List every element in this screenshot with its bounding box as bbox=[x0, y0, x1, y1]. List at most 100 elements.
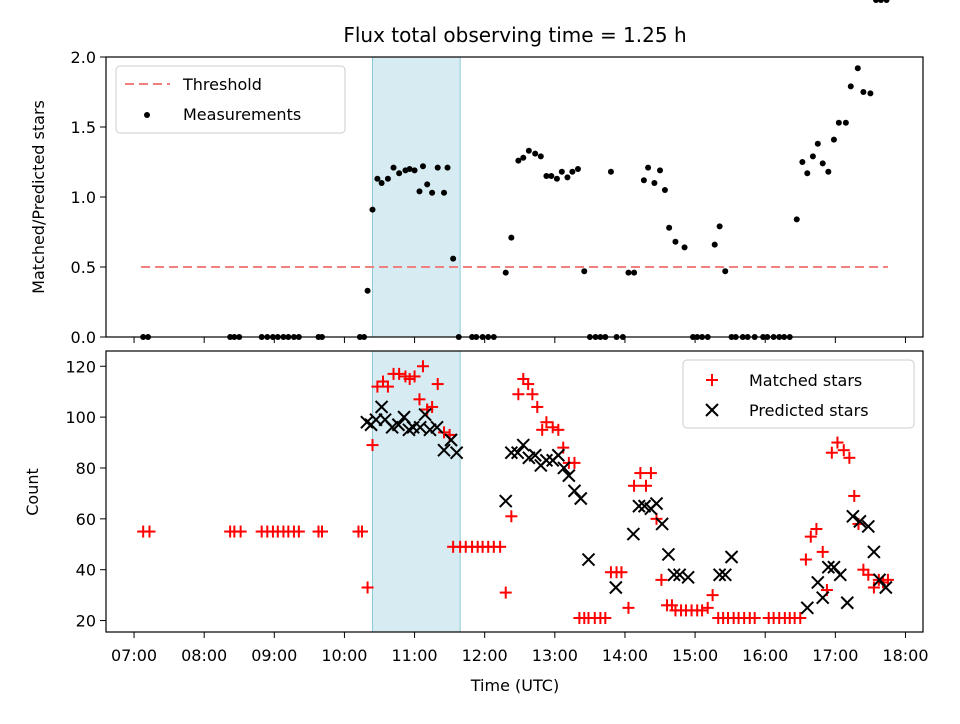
matched-star-point bbox=[831, 436, 844, 449]
x-tick-label: 13:00 bbox=[532, 646, 578, 665]
predicted-star-point-b bbox=[391, 418, 406, 432]
predicted-star-point-b bbox=[840, 596, 854, 610]
predicted-star-point-b bbox=[853, 514, 867, 529]
matched-star-point bbox=[599, 612, 612, 625]
measurement-point bbox=[429, 189, 436, 196]
predicted-star-point bbox=[418, 407, 432, 422]
bottom-legend: Matched stars Predicted stars bbox=[682, 359, 915, 429]
y-tick-label: 2.0 bbox=[71, 48, 96, 67]
matched-star-point bbox=[494, 540, 507, 553]
predicted-star-point bbox=[867, 545, 881, 559]
predicted-star-point-b bbox=[637, 499, 652, 513]
matched-star-point bbox=[634, 467, 647, 480]
legend-threshold-label: Threshold bbox=[182, 75, 262, 94]
x-tick-label: 11:00 bbox=[392, 646, 438, 665]
predicted-star-point-b bbox=[672, 568, 687, 582]
predicted-star-point-b bbox=[712, 568, 727, 582]
predicted-star-point-b bbox=[718, 568, 732, 582]
matched-star-point bbox=[862, 568, 875, 581]
predicted-star-point-b bbox=[800, 601, 814, 615]
predicted-star-point-b bbox=[861, 519, 876, 534]
predicted-star-point-b bbox=[444, 433, 458, 447]
predicted-star-point-b bbox=[557, 461, 571, 475]
measurement-point bbox=[396, 170, 403, 177]
matched-star-point bbox=[371, 380, 384, 393]
matched-star-point bbox=[393, 367, 406, 380]
matched-star-point bbox=[748, 612, 761, 625]
matched-star-point bbox=[816, 545, 829, 558]
predicted-star-point bbox=[672, 568, 687, 582]
measurement-point bbox=[867, 90, 874, 97]
measurement-point bbox=[722, 268, 729, 275]
matched-star-point bbox=[867, 581, 880, 594]
predicted-star-point bbox=[626, 527, 641, 541]
measurement-point bbox=[574, 166, 581, 172]
measurement-point bbox=[716, 223, 723, 230]
predicted-star-point-b bbox=[567, 484, 582, 498]
predicted-star-point bbox=[562, 468, 576, 483]
predicted-star-point-b bbox=[574, 491, 588, 506]
predicted-star-point-b bbox=[378, 412, 392, 427]
predicted-star-point-b bbox=[649, 496, 664, 511]
predicted-star-point bbox=[846, 509, 860, 524]
measurement-point bbox=[411, 167, 418, 174]
matched-star-point bbox=[701, 601, 714, 614]
measurement-point bbox=[847, 83, 854, 90]
measurement-point bbox=[364, 287, 371, 294]
predicted-star-point bbox=[718, 568, 732, 582]
matched-star-point bbox=[825, 446, 838, 459]
x-tick-label: 08:00 bbox=[181, 646, 227, 665]
predicted-star-point-b bbox=[879, 580, 893, 595]
measurement-point bbox=[809, 153, 816, 160]
measurement-point bbox=[842, 119, 849, 126]
top-legend: Threshold Measurements bbox=[115, 65, 346, 134]
y-tick-label: 80 bbox=[76, 459, 96, 478]
measurement-point bbox=[553, 175, 560, 182]
y-tick-label: 1.5 bbox=[71, 118, 96, 137]
predicted-star-point-b bbox=[397, 410, 411, 424]
predicted-star-point-b bbox=[430, 420, 444, 434]
predicted-star-point bbox=[661, 547, 676, 562]
y-tick-label: 20 bbox=[76, 612, 96, 631]
predicted-star-point-b bbox=[418, 407, 432, 422]
matched-star-point bbox=[615, 566, 628, 579]
measurement-point bbox=[830, 136, 837, 143]
measurement-point bbox=[543, 173, 550, 179]
measurement-point bbox=[631, 269, 638, 276]
measurement-point bbox=[564, 174, 571, 181]
measurement-point bbox=[645, 164, 652, 171]
measurement-point bbox=[419, 163, 426, 170]
measurement-point bbox=[406, 166, 413, 172]
predicted-star-point bbox=[510, 446, 525, 460]
measurement-point bbox=[525, 147, 532, 154]
y-tick-label: 1.0 bbox=[71, 188, 96, 207]
matched-star-point bbox=[522, 378, 535, 391]
predicted-star-point bbox=[516, 438, 530, 452]
y-tick-label: 0.0 bbox=[71, 328, 96, 347]
x-tick-label: 14:00 bbox=[602, 646, 648, 665]
matched-star-point bbox=[837, 444, 850, 457]
matched-star-point bbox=[881, 573, 894, 586]
measurement-point bbox=[854, 65, 861, 72]
predicted-star-point bbox=[609, 580, 623, 595]
measurement-point bbox=[883, 0, 890, 3]
measurement-point bbox=[814, 140, 821, 147]
measurement-point bbox=[804, 170, 811, 177]
predicted-star-point bbox=[816, 590, 830, 605]
predicted-star-point bbox=[539, 453, 554, 468]
predicted-star-point-b bbox=[626, 527, 641, 541]
legend-matched-swatch bbox=[706, 374, 718, 386]
matched-star-point bbox=[799, 553, 812, 566]
x-tick-label: 18:00 bbox=[882, 646, 928, 665]
measurement-point bbox=[672, 238, 679, 245]
predicted-star-point bbox=[833, 568, 847, 582]
predicted-star-point bbox=[800, 601, 814, 615]
chart-title: Flux total observing time = 1.25 h bbox=[343, 23, 686, 47]
measurement-point bbox=[520, 154, 527, 161]
predicted-star-point bbox=[391, 418, 406, 432]
matched-star-point bbox=[292, 525, 305, 538]
matched-star-point bbox=[848, 489, 861, 502]
top-y-axis-label: Matched/Predicted stars bbox=[29, 100, 48, 294]
matched-star-point bbox=[355, 525, 368, 538]
